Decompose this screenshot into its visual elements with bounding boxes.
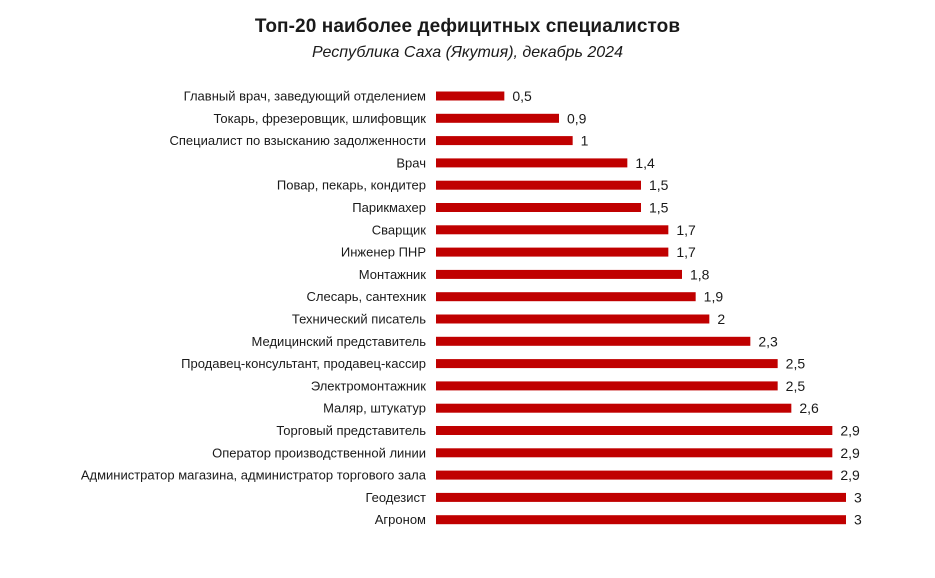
bar: [436, 136, 573, 146]
value-label: 2,5: [786, 378, 806, 394]
bar: [436, 91, 505, 101]
category-label: Парикмахер: [352, 200, 426, 215]
value-label: 2,9: [840, 423, 860, 439]
bar: [436, 180, 641, 190]
bar: [436, 492, 846, 502]
category-label: Специалист по взысканию задолженности: [170, 133, 427, 148]
category-label: Продавец-консультант, продавец-кассир: [181, 356, 426, 371]
value-label: 0,5: [512, 88, 532, 104]
value-label: 1,8: [690, 266, 710, 282]
value-label: 1,4: [635, 155, 655, 171]
value-label: 2,9: [840, 445, 860, 461]
bar: [436, 448, 833, 458]
value-label: 3: [854, 489, 862, 505]
bar: [436, 515, 846, 525]
value-label: 1: [581, 133, 589, 149]
category-label: Оператор производственной линии: [212, 445, 426, 460]
bar: [436, 314, 710, 324]
bar: [436, 225, 669, 235]
bar: [436, 269, 682, 279]
bar: [436, 292, 696, 302]
value-label: 2: [717, 311, 725, 327]
bar: [436, 381, 778, 391]
value-label: 3: [854, 512, 862, 528]
value-label: 2,6: [799, 400, 819, 416]
category-label: Монтажник: [359, 267, 427, 282]
bar: [436, 203, 641, 212]
category-label: Электромонтажник: [311, 378, 426, 393]
category-label: Сварщик: [372, 222, 427, 237]
category-label: Главный врач, заведующий отделением: [184, 89, 426, 104]
category-label: Торговый представитель: [276, 423, 426, 438]
category-label: Технический писатель: [292, 312, 426, 327]
bar: [436, 426, 833, 435]
category-label: Повар, пекарь, кондитер: [277, 178, 426, 193]
value-label: 1,5: [649, 177, 669, 193]
category-label: Геодезист: [365, 490, 426, 505]
chart-title: Топ-20 наиболее дефицитных специалистов: [254, 16, 681, 37]
bar: [436, 470, 833, 480]
bar: [436, 359, 778, 369]
bar: [436, 336, 751, 346]
category-label: Врач: [396, 155, 426, 170]
value-label: 0,9: [567, 110, 587, 126]
value-label: 1,9: [704, 289, 724, 305]
value-label: 2,5: [786, 356, 806, 372]
value-label: 1,7: [676, 222, 696, 238]
category-label: Агроном: [375, 512, 426, 527]
category-label: Администратор магазина, администратор то…: [81, 468, 427, 483]
bar: [436, 247, 669, 257]
value-label: 1,7: [676, 244, 696, 260]
bar: [436, 403, 792, 413]
value-label: 2,9: [840, 467, 860, 483]
category-label: Маляр, штукатур: [323, 401, 426, 416]
value-label: 2,3: [758, 333, 778, 349]
category-label: Инженер ПНР: [341, 245, 426, 260]
category-label: Токарь, фрезеровщик, шлифовщик: [214, 111, 427, 126]
value-label: 1,5: [649, 200, 669, 216]
bar: [436, 113, 559, 123]
chart-subtitle: Республика Саха (Якутия), декабрь 2024: [312, 44, 623, 61]
bar: [436, 158, 628, 168]
category-label: Слесарь, сантехник: [307, 289, 427, 304]
category-label: Медицинский представитель: [252, 334, 427, 349]
